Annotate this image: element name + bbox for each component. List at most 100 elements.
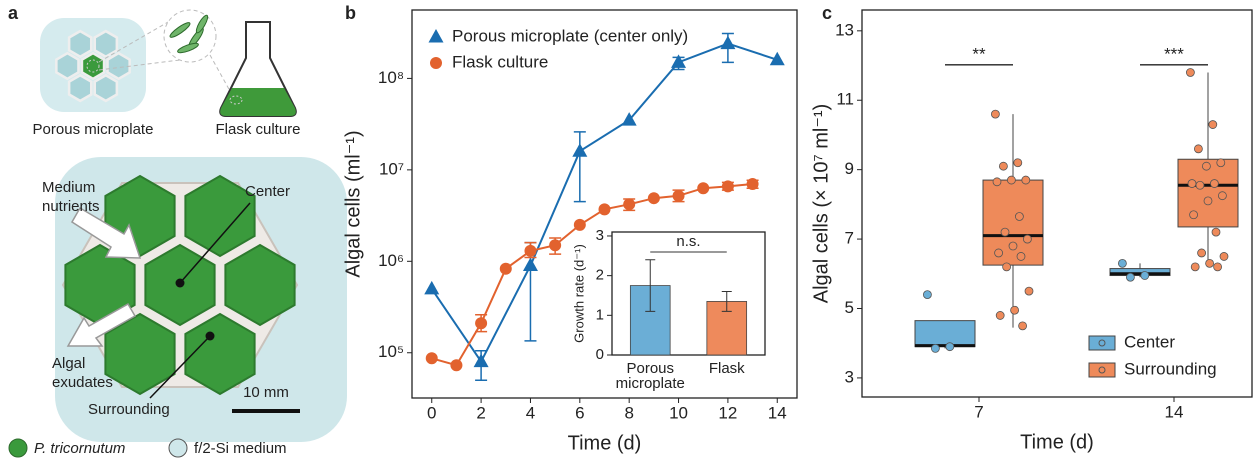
- legend-label: Surrounding: [1124, 359, 1217, 378]
- plate-label: Porous microplate: [33, 121, 154, 138]
- data-point: [1118, 258, 1127, 268]
- data-point: [1189, 210, 1198, 220]
- marker: [672, 189, 685, 202]
- small-plate: [40, 18, 146, 112]
- marker: [522, 257, 538, 271]
- data-point: [923, 290, 932, 300]
- legend-swatch: [1098, 339, 1106, 347]
- series-line: [430, 42, 778, 364]
- inflow-label: nutrients: [42, 198, 100, 215]
- marker: [425, 352, 438, 365]
- marker: [769, 51, 785, 66]
- box: [1109, 268, 1171, 277]
- data-point: [1021, 175, 1031, 185]
- x-tick-label: 2: [476, 403, 485, 422]
- y-tick-label: 5: [845, 298, 854, 317]
- data-point: [1208, 120, 1218, 129]
- marker: [499, 262, 512, 275]
- legend-swatch: [8, 438, 28, 458]
- x-tick-label: Porous: [626, 360, 674, 377]
- legend-label: P. tricornutum: [34, 440, 125, 457]
- surrounding-label: Surrounding: [88, 401, 170, 418]
- data-point: [1211, 227, 1221, 237]
- outflow-label: Algal: [52, 355, 85, 372]
- annotation: **: [972, 44, 986, 63]
- panel-label: c: [822, 3, 832, 23]
- x-tick-label: microplate: [616, 375, 685, 392]
- data-point: [1203, 196, 1213, 206]
- x-tick-label: 0: [427, 403, 436, 422]
- data-point: [991, 109, 1000, 119]
- legend-swatch: [168, 438, 188, 458]
- outflow-label: exudates: [52, 374, 113, 391]
- data-point: [1205, 258, 1214, 268]
- y-axis-label: Algal cells (ml⁻¹): [342, 130, 364, 277]
- x-tick-label: 10: [669, 403, 688, 422]
- x-tick-label: Flask: [709, 360, 745, 377]
- box: [914, 320, 976, 348]
- data-point: [1002, 262, 1011, 272]
- y-axis-label: Algal cells (× 10⁷ ml⁻¹): [810, 104, 832, 304]
- flask-label: Flask culture: [215, 121, 300, 138]
- x-tick-label: 4: [526, 403, 535, 422]
- marker: [623, 198, 636, 211]
- outflow-arrow: [66, 302, 137, 347]
- y-tick-label: 13: [835, 20, 854, 39]
- data-point: [1010, 305, 1019, 315]
- box: [982, 179, 1044, 266]
- flask: [219, 21, 297, 117]
- error-bar: [721, 291, 732, 312]
- data-point: [1218, 191, 1227, 201]
- x-tick-label: 14: [1165, 402, 1184, 421]
- data-point: [1013, 158, 1023, 168]
- data-point: [1126, 272, 1135, 282]
- marker: [572, 143, 588, 157]
- data-point: [1216, 158, 1226, 168]
- data-point: [1008, 241, 1018, 251]
- marker: [720, 35, 736, 50]
- marker: [697, 182, 710, 195]
- x-tick-label: 7: [974, 402, 983, 421]
- marker: [424, 280, 440, 295]
- data-point: [1023, 234, 1032, 244]
- y-tick-label: 10⁶: [378, 251, 404, 270]
- data-point: [1219, 252, 1229, 261]
- marker: [671, 54, 687, 68]
- data-point: [1210, 179, 1219, 188]
- marker: [475, 317, 488, 330]
- error-bar: [645, 259, 656, 312]
- data-point: [992, 177, 1002, 187]
- data-point: [995, 311, 1005, 320]
- data-point: [1194, 144, 1203, 154]
- marker: [428, 29, 444, 43]
- marker: [430, 57, 442, 69]
- y-tick-label: 11: [836, 90, 854, 109]
- y-tick-label: 1: [596, 306, 604, 323]
- y-tick-label: 2: [596, 267, 604, 284]
- y-tick-label: 10⁸: [378, 68, 404, 87]
- data-point: [1018, 321, 1027, 331]
- data-point: [1015, 212, 1024, 221]
- data-point: [1140, 271, 1150, 280]
- marker: [746, 178, 759, 191]
- plot-frame: [611, 231, 766, 356]
- annotation: ***: [1164, 44, 1184, 63]
- zoom-circle: [98, 9, 236, 101]
- x-axis-label: Time (d): [568, 432, 642, 454]
- data-point: [1007, 175, 1016, 185]
- marker: [473, 353, 489, 368]
- marker: [549, 239, 562, 252]
- data-point: [1016, 252, 1026, 261]
- pointer: [149, 335, 211, 399]
- pointer-dot: [205, 331, 215, 341]
- center-label: Center: [245, 183, 290, 200]
- data-point: [1190, 262, 1200, 272]
- error-bar: [573, 131, 586, 203]
- legend-label: Center: [1124, 332, 1175, 351]
- x-tick-label: 6: [575, 403, 584, 422]
- y-axis-label: Growth rate (d⁻¹): [571, 244, 586, 343]
- data-point: [1213, 262, 1222, 272]
- y-tick-label: 7: [845, 229, 854, 248]
- x-tick-label: 14: [768, 403, 787, 422]
- box: [1177, 158, 1239, 228]
